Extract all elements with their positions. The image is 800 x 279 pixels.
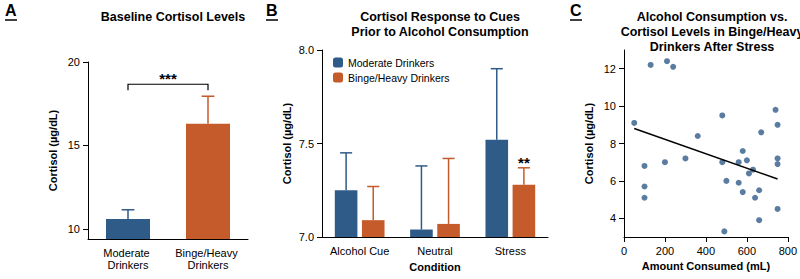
svg-text:C: C — [570, 2, 582, 19]
svg-text:Cortisol (µg/dL): Cortisol (µg/dL) — [281, 102, 293, 184]
svg-text:Condition: Condition — [409, 261, 461, 273]
svg-text:Moderate: Moderate — [103, 247, 153, 259]
svg-text:8: 8 — [610, 138, 616, 150]
svg-text:20: 20 — [68, 56, 80, 68]
svg-text:Cortisol (µg/dL): Cortisol (µg/dL) — [583, 102, 595, 184]
svg-text:400: 400 — [697, 245, 715, 257]
svg-text:Prior to Alcohol Consumption: Prior to Alcohol Consumption — [351, 25, 528, 39]
svg-text:Cortisol Response to Cues: Cortisol Response to Cues — [360, 10, 520, 24]
svg-text:7.5: 7.5 — [299, 138, 314, 150]
svg-text:Alcohol Consumption vs.: Alcohol Consumption vs. — [637, 10, 788, 24]
svg-text:B: B — [266, 2, 278, 19]
svg-text:***: *** — [159, 70, 177, 87]
svg-text:**: ** — [518, 154, 530, 171]
svg-text:Stress: Stress — [495, 245, 527, 257]
svg-text:Amount Consumed (mL): Amount Consumed (mL) — [642, 260, 771, 272]
svg-text:7.0: 7.0 — [299, 231, 314, 243]
svg-text:Cortisol Levels in Binge/Heavy: Cortisol Levels in Binge/Heavy — [621, 25, 800, 39]
svg-text:6: 6 — [610, 175, 616, 187]
svg-text:Cortisol (µg/dL): Cortisol (µg/dL) — [47, 109, 59, 191]
svg-text:0: 0 — [621, 245, 627, 257]
svg-text:10: 10 — [604, 100, 616, 112]
svg-text:8.0: 8.0 — [299, 44, 314, 56]
svg-text:Drinkers: Drinkers — [108, 259, 149, 271]
svg-text:15: 15 — [68, 139, 80, 151]
svg-text:A: A — [5, 2, 17, 19]
svg-text:10: 10 — [68, 223, 80, 235]
svg-text:Drinkers: Drinkers — [188, 259, 229, 271]
svg-text:200: 200 — [656, 245, 674, 257]
svg-text:800: 800 — [779, 245, 797, 257]
svg-text:600: 600 — [738, 245, 756, 257]
svg-text:Alcohol Cue: Alcohol Cue — [330, 245, 389, 257]
svg-text:4: 4 — [610, 212, 616, 224]
svg-text:Drinkers After Stress: Drinkers After Stress — [650, 40, 775, 54]
svg-text:Moderate Drinkers: Moderate Drinkers — [348, 57, 434, 69]
svg-text:Neutral: Neutral — [417, 245, 452, 257]
svg-text:Baseline Cortisol Levels: Baseline Cortisol Levels — [101, 10, 246, 24]
svg-text:Binge/Heavy Drinkers: Binge/Heavy Drinkers — [348, 72, 450, 84]
svg-text:Binge/Heavy: Binge/Heavy — [175, 247, 240, 259]
svg-text:12: 12 — [604, 63, 616, 75]
